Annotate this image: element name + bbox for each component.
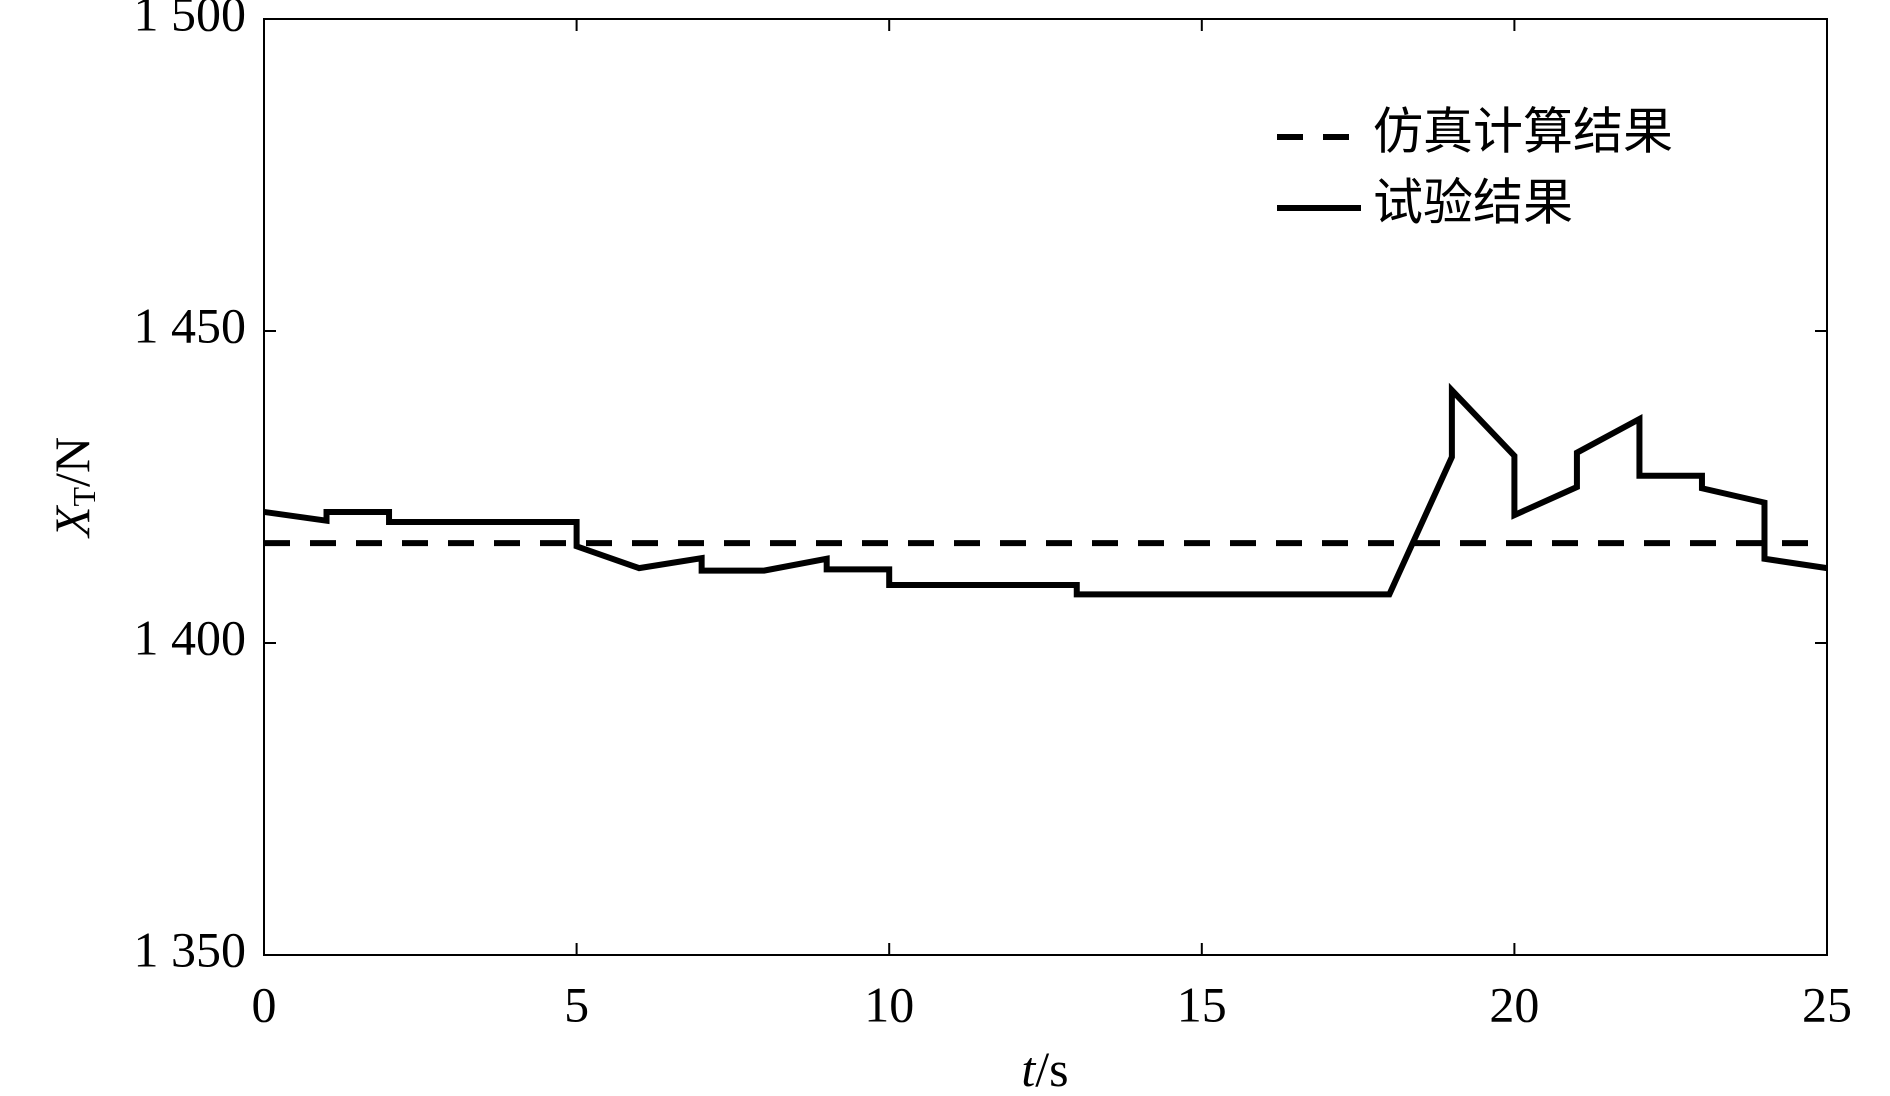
series-line <box>263 382 1828 598</box>
legend-label: 试验结果 <box>1373 174 1573 230</box>
x-tick-label: 10 <box>864 976 914 1032</box>
legend-label: 仿真计算结果 <box>1373 103 1673 159</box>
x-tick-label: 0 <box>252 976 277 1032</box>
y-label-subscript: T <box>66 487 102 507</box>
x-axis-label: t/s <box>1021 1041 1068 1096</box>
y-tick-label: 1 450 <box>134 297 247 353</box>
x-tick-label: 20 <box>1489 976 1539 1032</box>
x-label-unit: /s <box>1035 1041 1068 1096</box>
x-tick-label: 25 <box>1802 976 1852 1032</box>
plot-frame <box>263 18 1828 956</box>
y-axis-label: XT/N <box>44 437 102 539</box>
y-tick-label: 1 500 <box>134 0 247 41</box>
y-tick-label: 1 400 <box>134 609 247 665</box>
y-tick-label: 1 350 <box>134 921 247 977</box>
x-tick-label: 5 <box>564 976 589 1032</box>
x-label-symbol: t <box>1021 1041 1036 1096</box>
x-tick-label: 15 <box>1177 976 1227 1032</box>
y-label-symbol: X <box>44 504 100 539</box>
y-label-unit: /N <box>44 437 100 487</box>
